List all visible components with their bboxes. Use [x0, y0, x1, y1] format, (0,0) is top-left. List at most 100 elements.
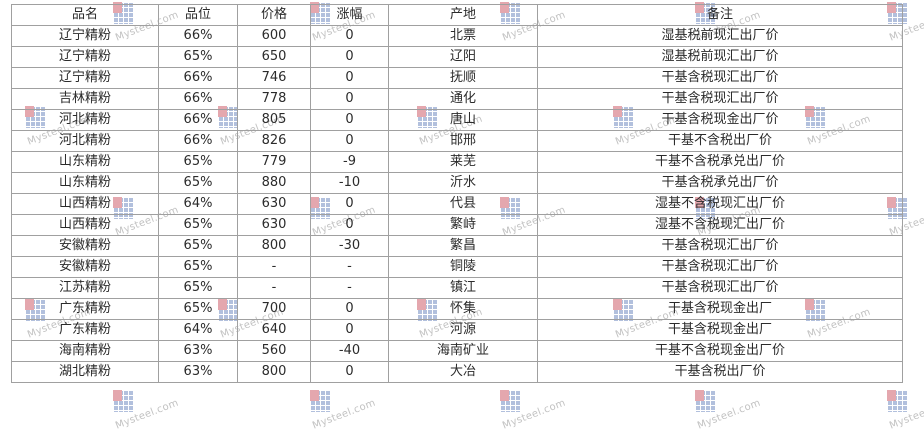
cell-origin: 沂水 — [388, 172, 538, 194]
cell-origin: 抚顺 — [388, 67, 538, 89]
cell-grade: 66% — [158, 109, 238, 131]
cell-product: 广东精粉 — [11, 319, 159, 341]
cell-grade: 64% — [158, 193, 238, 215]
table-row: 山东精粉 65% 880 -10 沂水 干基含税承兑出厂价 — [11, 172, 903, 194]
cell-change: -30 — [310, 235, 389, 257]
cell-price: 805 — [237, 109, 311, 131]
cell-grade: 65% — [158, 277, 238, 299]
cell-note: 干基含税现汇出厂价 — [537, 277, 903, 299]
cell-note: 湿基税前现汇出厂价 — [537, 25, 903, 47]
cell-origin: 辽阳 — [388, 46, 538, 68]
table-row: 吉林精粉 66% 778 0 通化 干基含税现汇出厂价 — [11, 88, 903, 110]
cell-change: -10 — [310, 172, 389, 194]
cell-grade: 63% — [158, 340, 238, 362]
cell-product: 安徽精粉 — [11, 256, 159, 278]
cell-note: 干基含税出厂价 — [537, 361, 903, 383]
cell-grade: 65% — [158, 235, 238, 257]
cell-change: 0 — [310, 298, 389, 320]
cell-grade: 65% — [158, 298, 238, 320]
cell-grade: 66% — [158, 88, 238, 110]
table-row: 河北精粉 66% 826 0 邯邢 干基不含税出厂价 — [11, 130, 903, 152]
cell-price: - — [237, 256, 311, 278]
cell-product: 山东精粉 — [11, 151, 159, 173]
cell-price: 630 — [237, 214, 311, 236]
mysteel-watermark: Mysteel.com — [490, 390, 582, 438]
cell-change: - — [310, 277, 389, 299]
mysteel-watermark: Mysteel.com — [103, 390, 195, 438]
cell-grade: 63% — [158, 361, 238, 383]
cell-change: 0 — [310, 319, 389, 341]
cell-product: 湖北精粉 — [11, 361, 159, 383]
cell-change: 0 — [310, 25, 389, 47]
cell-price: 778 — [237, 88, 311, 110]
cell-note: 干基不含税出厂价 — [537, 130, 903, 152]
cell-origin: 繁峙 — [388, 214, 538, 236]
cell-price: - — [237, 277, 311, 299]
cell-price: 746 — [237, 67, 311, 89]
cell-price: 880 — [237, 172, 311, 194]
price-table: 品名 品位 价格 涨幅 产地 备注 辽宁精粉 66% 600 0 北票 湿基税前… — [11, 4, 903, 383]
cell-product: 河北精粉 — [11, 109, 159, 131]
mysteel-watermark: Mysteel.com — [300, 390, 392, 438]
cell-origin: 繁昌 — [388, 235, 538, 257]
table-row: 山西精粉 64% 630 0 代县 湿基不含税现汇出厂价 — [11, 193, 903, 215]
cell-change: 0 — [310, 130, 389, 152]
cell-origin: 河源 — [388, 319, 538, 341]
cell-grade: 66% — [158, 130, 238, 152]
cell-product: 山西精粉 — [11, 214, 159, 236]
cell-grade: 65% — [158, 214, 238, 236]
cell-product: 辽宁精粉 — [11, 46, 159, 68]
cell-product: 安徽精粉 — [11, 235, 159, 257]
cell-price: 640 — [237, 319, 311, 341]
table-row: 辽宁精粉 65% 650 0 辽阳 湿基税前现汇出厂价 — [11, 46, 903, 68]
cell-price: 800 — [237, 361, 311, 383]
cell-change: 0 — [310, 214, 389, 236]
table-body: 辽宁精粉 66% 600 0 北票 湿基税前现汇出厂价 辽宁精粉 65% 650… — [11, 25, 903, 383]
watermark-text: Mysteel.com — [311, 397, 378, 432]
table-row: 山东精粉 65% 779 -9 莱芜 干基不含税承兑出厂价 — [11, 151, 903, 173]
cell-grade: 66% — [158, 25, 238, 47]
watermark-text: Mysteel.com — [114, 397, 181, 432]
mysteel-logo-icon — [310, 390, 330, 412]
cell-grade: 64% — [158, 319, 238, 341]
cell-note: 干基含税现汇出厂价 — [537, 256, 903, 278]
table-row: 安徽精粉 65% - - 铜陵 干基含税现汇出厂价 — [11, 256, 903, 278]
cell-origin: 镇江 — [388, 277, 538, 299]
column-header-price: 价格 — [237, 4, 311, 26]
watermark-text: Mysteel.com — [696, 397, 763, 432]
cell-change: 0 — [310, 88, 389, 110]
cell-origin: 铜陵 — [388, 256, 538, 278]
cell-note: 干基含税承兑出厂价 — [537, 172, 903, 194]
table-row: 广东精粉 65% 700 0 怀集 干基含税现金出厂 — [11, 298, 903, 320]
cell-change: -9 — [310, 151, 389, 173]
cell-change: 0 — [310, 361, 389, 383]
mysteel-logo-icon — [695, 390, 715, 412]
column-header-grade: 品位 — [158, 4, 238, 26]
table-row: 辽宁精粉 66% 600 0 北票 湿基税前现汇出厂价 — [11, 25, 903, 47]
cell-note: 干基含税现金出厂价 — [537, 109, 903, 131]
cell-price: 779 — [237, 151, 311, 173]
cell-change: -40 — [310, 340, 389, 362]
table-row: 江苏精粉 65% - - 镇江 干基含税现汇出厂价 — [11, 277, 903, 299]
cell-origin: 大冶 — [388, 361, 538, 383]
column-header-origin: 产地 — [388, 4, 538, 26]
cell-change: - — [310, 256, 389, 278]
cell-product: 河北精粉 — [11, 130, 159, 152]
cell-grade: 65% — [158, 151, 238, 173]
cell-product: 辽宁精粉 — [11, 67, 159, 89]
cell-origin: 怀集 — [388, 298, 538, 320]
cell-note: 湿基不含税现汇出厂价 — [537, 193, 903, 215]
table-row: 安徽精粉 65% 800 -30 繁昌 干基含税现汇出厂价 — [11, 235, 903, 257]
cell-grade: 65% — [158, 46, 238, 68]
column-header-note: 备注 — [537, 4, 903, 26]
table-header: 品名 品位 价格 涨幅 产地 备注 — [11, 4, 903, 26]
cell-origin: 邯邢 — [388, 130, 538, 152]
cell-note: 湿基税前现汇出厂价 — [537, 46, 903, 68]
cell-origin: 代县 — [388, 193, 538, 215]
cell-price: 800 — [237, 235, 311, 257]
mysteel-logo-icon — [887, 390, 907, 412]
cell-note: 干基含税现汇出厂价 — [537, 88, 903, 110]
column-header-product: 品名 — [11, 4, 159, 26]
watermark-text: Mysteel.com — [501, 397, 568, 432]
cell-price: 826 — [237, 130, 311, 152]
